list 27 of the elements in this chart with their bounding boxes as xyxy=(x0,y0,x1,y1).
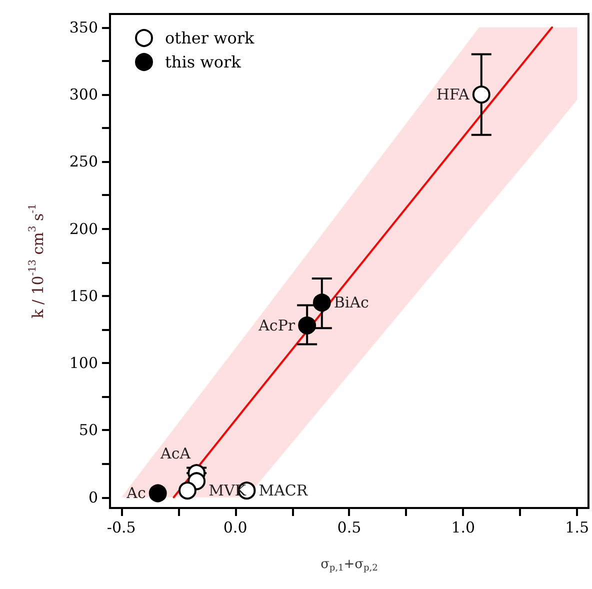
y-tick-label: 150 xyxy=(69,286,98,305)
y-tick-label: 300 xyxy=(69,86,98,104)
point xyxy=(312,294,331,312)
y-tick-label: 0 xyxy=(88,488,98,506)
y-tick-label: 100 xyxy=(69,354,98,372)
y-tick-label: 200 xyxy=(69,220,98,238)
annotation: Ac xyxy=(126,484,146,502)
annotation: AcA xyxy=(160,444,191,463)
annotation: AcPr xyxy=(258,316,296,334)
y-tick-label: 50 xyxy=(78,421,98,440)
y-axis-title: k / 10-13 cm3 s-1 xyxy=(28,204,47,318)
x-tick-label: 0.5 xyxy=(337,518,362,536)
x-tick-label: 1.5 xyxy=(565,518,589,536)
legend-label: this work xyxy=(165,52,242,72)
annotation: MACR xyxy=(258,482,308,500)
y-tick-label: 250 xyxy=(69,152,98,171)
y-tick-label: 350 xyxy=(69,18,98,36)
point xyxy=(148,484,167,502)
x-tick-label: 0.0 xyxy=(223,518,248,536)
point xyxy=(472,86,490,104)
point xyxy=(298,316,316,334)
legend-label: other work xyxy=(165,28,255,48)
annotation: BiAc xyxy=(334,294,369,312)
x-tick-label: -0.5 xyxy=(106,518,136,536)
x-tick-label: 1.0 xyxy=(451,518,476,536)
point xyxy=(178,482,196,500)
annotation: HFA xyxy=(436,86,470,104)
